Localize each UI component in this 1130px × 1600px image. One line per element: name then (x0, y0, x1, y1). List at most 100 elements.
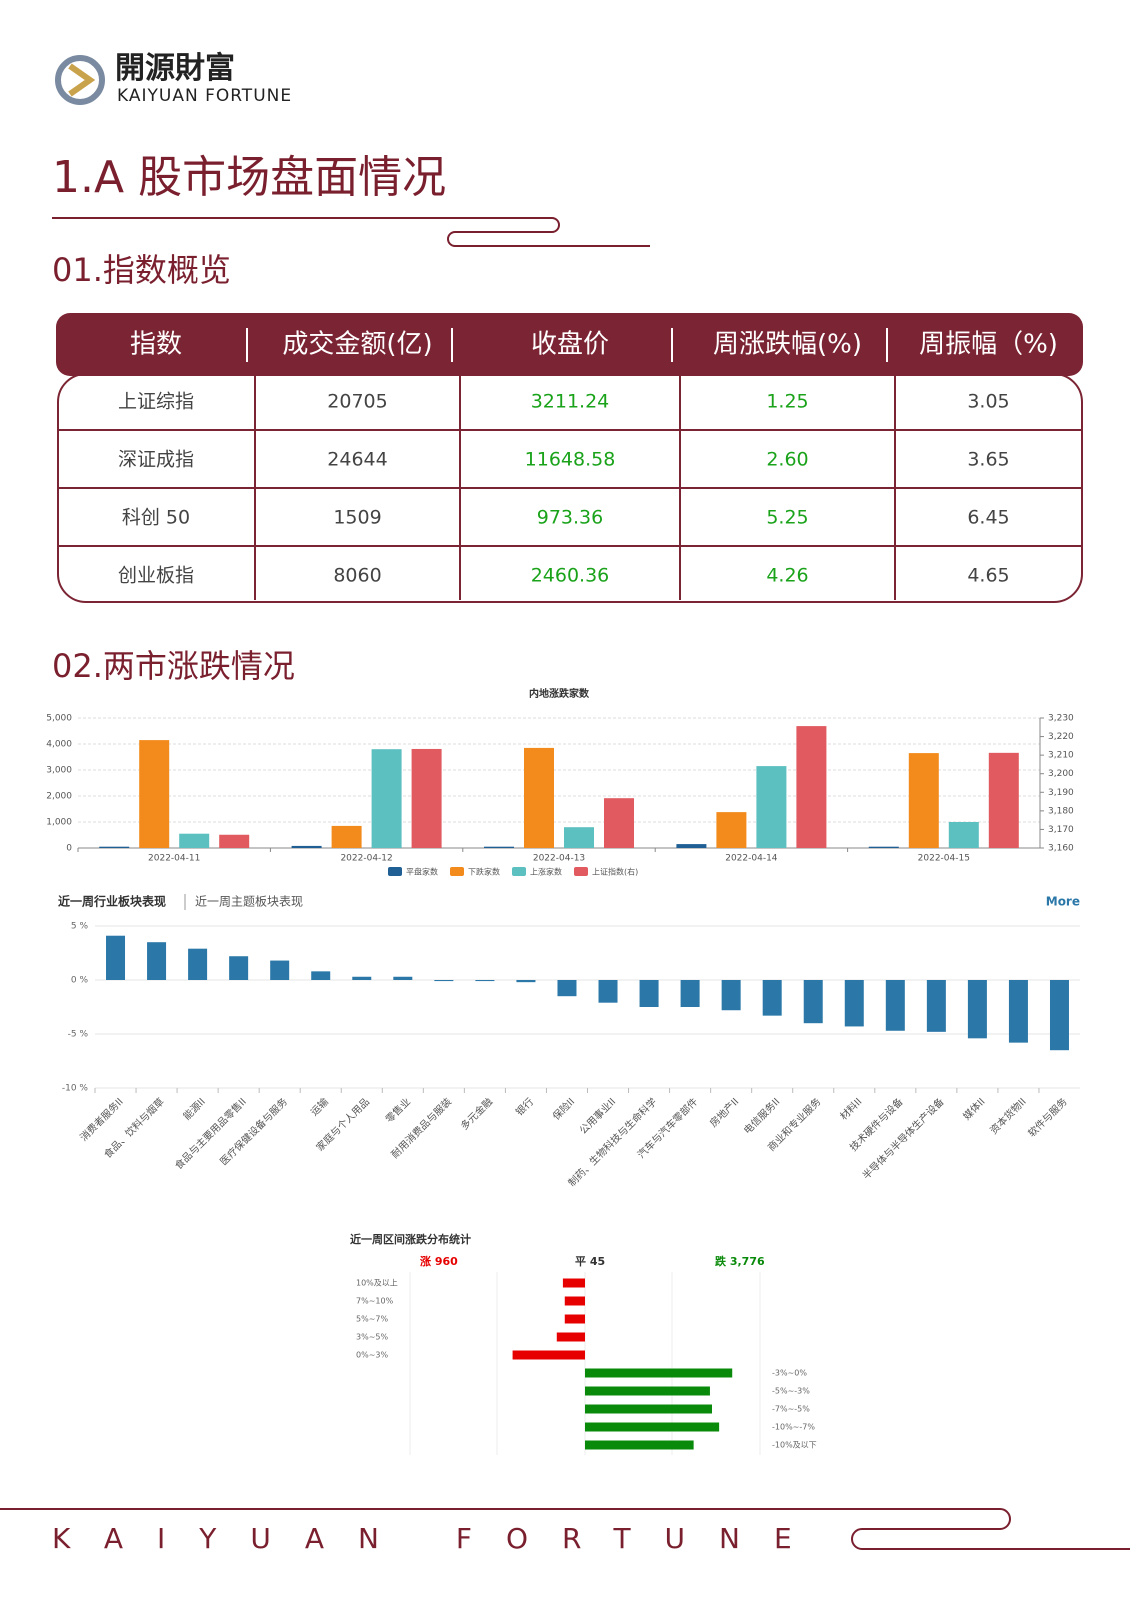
logo-cn: 開源財富 (115, 51, 235, 86)
bar (291, 845, 322, 848)
bar (885, 980, 905, 1031)
bar (352, 976, 372, 980)
summary-label: 平 45 (575, 1255, 605, 1268)
bar (762, 980, 782, 1016)
summary-label: 涨 960 (420, 1254, 458, 1268)
bar (188, 948, 208, 980)
bar (585, 1404, 712, 1414)
table-header-cell: 收盘价 (531, 330, 609, 360)
table-cell: 1.25 (766, 391, 808, 413)
y2-tick-label: 3,210 (1048, 751, 1074, 761)
y2-tick-label: 3,190 (1048, 788, 1074, 798)
bar (562, 1278, 585, 1288)
x-tick-label: 食品与主要用品零售II (172, 1095, 249, 1172)
table-cell: 4.26 (766, 565, 808, 587)
legend-label: 上证指数(右) (592, 867, 638, 877)
bar (219, 834, 250, 848)
legend-swatch (512, 867, 526, 876)
x-tick-label: 银行 (513, 1095, 536, 1118)
section-title: 01.指数概览 (52, 251, 231, 289)
x-tick-label: 软件与服务 (1025, 1095, 1070, 1140)
x-tick-label: 2022-04-15 (918, 854, 970, 864)
legend-label: 下跌家数 (468, 867, 500, 877)
table-cell: 深证成指 (118, 449, 194, 471)
bar (803, 980, 823, 1024)
x-tick-label: 能源II (180, 1095, 208, 1123)
table-header-cell: 周涨跌幅(%) (713, 330, 862, 360)
table-cell: 3211.24 (531, 391, 610, 413)
page-title: 1.A 股市场盘面情况 (52, 152, 446, 203)
y-tick-label: 5 % (71, 922, 89, 932)
bar (564, 827, 594, 848)
bar (1049, 980, 1069, 1051)
bar (604, 798, 634, 848)
tab[interactable]: 近一周主题板块表现 (195, 895, 303, 909)
bar (475, 980, 495, 982)
bar (676, 844, 707, 848)
bar (639, 980, 659, 1007)
table-cell: 24644 (327, 449, 387, 471)
logo-arrow (68, 63, 96, 97)
category-label: 3%~5% (356, 1333, 388, 1342)
legend-label: 平盘家数 (406, 867, 438, 877)
x-tick-label: 媒体II (961, 1096, 988, 1123)
bar (524, 747, 554, 848)
bar (585, 1440, 694, 1450)
footer-brand: KAIYUAN FORTUNE (52, 1522, 826, 1555)
x-tick-label: 2022-04-11 (148, 854, 200, 864)
bar (844, 980, 864, 1027)
bar (311, 971, 331, 980)
bar (948, 822, 979, 848)
title-deco (52, 217, 650, 247)
tab[interactable]: 近一周行业板块表现 (58, 894, 166, 909)
table-cell: 11648.58 (525, 449, 616, 471)
y-tick-label: 2,000 (46, 792, 72, 802)
logo-ring (55, 55, 105, 105)
table-cell: 973.36 (537, 507, 603, 529)
x-tick-label: 2022-04-12 (340, 854, 392, 864)
x-tick-label: 多元金融 (458, 1095, 495, 1132)
table-cell: 2.60 (766, 449, 808, 471)
logo-en: KAIYUAN FORTUNE (117, 86, 292, 106)
bar (270, 960, 290, 980)
table-cell: 5.25 (766, 507, 808, 529)
more-link[interactable]: More (1046, 895, 1080, 909)
bar (868, 846, 899, 848)
bar (331, 825, 362, 848)
chart-title: 内地涨跌家数 (529, 687, 590, 700)
table-header-cell: 指数 (130, 330, 182, 360)
table-cell: 4.65 (967, 565, 1009, 587)
bar (988, 752, 1019, 848)
legend-swatch (574, 867, 588, 876)
x-tick-label: 电信服务II (741, 1095, 783, 1137)
bar (484, 846, 514, 848)
bar (716, 812, 747, 848)
table-cell: 创业板指 (118, 565, 194, 587)
category-label: 7%~10% (356, 1297, 394, 1306)
bar (598, 980, 618, 1003)
category-label: 5%~7% (356, 1315, 388, 1324)
chart-title: 近一周区间涨跌分布统计 (350, 1232, 471, 1246)
x-tick-label: 2022-04-13 (533, 854, 585, 864)
y2-tick-label: 3,180 (1048, 806, 1074, 816)
bar (721, 980, 741, 1011)
bar (564, 1296, 585, 1306)
category-label: -7%~-5% (772, 1405, 810, 1414)
category-label: -5%~-3% (772, 1387, 810, 1396)
y-tick-label: -5 % (68, 1030, 89, 1040)
y2-tick-label: 3,170 (1048, 825, 1074, 835)
bar (512, 1350, 585, 1360)
logo (55, 55, 105, 105)
y2-tick-label: 3,220 (1048, 732, 1074, 742)
bar (434, 980, 454, 982)
table-header (56, 313, 1083, 376)
bar (411, 748, 442, 848)
y2-tick-label: 3,160 (1048, 844, 1074, 854)
bar (926, 980, 946, 1032)
y2-tick-label: 3,230 (1048, 714, 1074, 724)
table-header-cell: 周振幅（%) (919, 330, 1058, 360)
y-tick-label: 3,000 (46, 766, 72, 776)
bar (179, 833, 210, 848)
bar (99, 846, 130, 848)
